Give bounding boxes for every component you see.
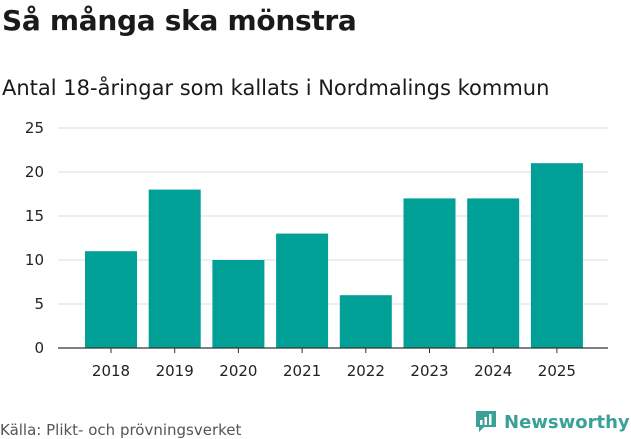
bar-2023[interactable] — [403, 198, 456, 348]
x-tick-label: 2024 — [474, 362, 512, 380]
brand-name: Newsworthy — [504, 411, 630, 433]
y-tick-label: 15 — [25, 207, 44, 225]
newsworthy-icon — [476, 411, 496, 432]
x-tick-label: 2020 — [219, 362, 257, 380]
x-tick-label: 2023 — [410, 362, 448, 380]
x-axis-ticks: 2018 2019 2020 2021 2022 2023 2024 2025 — [92, 348, 576, 380]
source-note: Källa: Plikt- och prövningsverket — [0, 421, 242, 439]
bar-2019[interactable] — [148, 189, 201, 348]
y-tick-label: 5 — [34, 295, 44, 313]
chart-subtitle: Antal 18-åringar som kallats i Nordmalin… — [2, 76, 550, 100]
bar-2025[interactable] — [530, 163, 583, 348]
x-tick-label: 2022 — [347, 362, 385, 380]
y-tick-label: 25 — [25, 119, 44, 137]
x-tick-label: 2018 — [92, 362, 130, 380]
newsworthy-logo[interactable]: Newsworthy — [474, 408, 630, 436]
y-tick-label: 0 — [34, 339, 44, 357]
bars — [85, 163, 583, 348]
x-tick-label: 2021 — [283, 362, 321, 380]
chart-title: Så många ska mönstra — [2, 4, 357, 37]
bar-2022[interactable] — [339, 295, 392, 348]
bar-2018[interactable] — [85, 251, 137, 348]
x-tick-label: 2019 — [156, 362, 194, 380]
bar-2024[interactable] — [467, 198, 520, 348]
bar-2021[interactable] — [276, 233, 329, 348]
bar-2020[interactable] — [212, 260, 265, 348]
y-tick-label: 20 — [25, 163, 44, 181]
gridlines — [58, 127, 608, 305]
x-tick-label: 2025 — [538, 362, 576, 380]
y-tick-label: 10 — [25, 251, 44, 269]
y-axis-ticks: 0 5 10 15 20 25 — [25, 119, 44, 357]
